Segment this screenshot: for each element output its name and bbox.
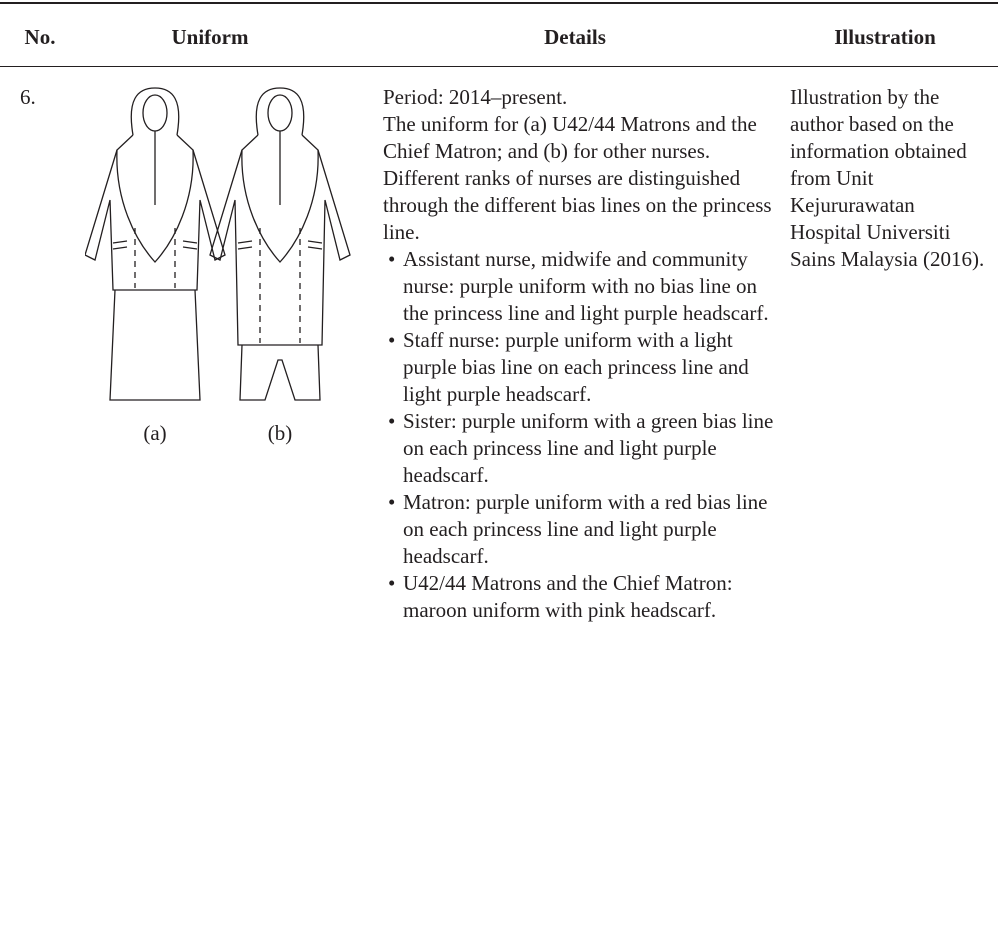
- details-bullet: Matron: purple uniform with a red bias l…: [383, 489, 783, 570]
- label-b: (b): [268, 421, 293, 445]
- header-no: No.: [24, 25, 56, 49]
- header-uniform: Uniform: [171, 25, 249, 49]
- row-number: 6.: [20, 85, 36, 109]
- details-bullet: Assistant nurse, midwife and community n…: [383, 246, 783, 327]
- details-list: Assistant nurse, midwife and community n…: [383, 246, 783, 624]
- header-rule: [0, 66, 998, 67]
- header-details: Details: [544, 25, 606, 49]
- label-a: (a): [143, 421, 166, 445]
- uniform-illustration: (a) (b): [85, 87, 351, 445]
- details-bullet: Staff nurse: purple uniform with a light…: [383, 327, 783, 408]
- details-bullet: U42/44 Matrons and the Chief Matron: mar…: [383, 570, 783, 624]
- illustration-source: Illustration by the author based on the …: [790, 85, 985, 271]
- details-bullet: Sister: purple uniform with a green bias…: [383, 408, 783, 489]
- top-rule: [0, 2, 998, 4]
- details: Period: 2014–present. The uniform for (a…: [383, 84, 783, 624]
- details-period: Period: 2014–present.: [383, 85, 568, 109]
- figure-a: (a): [85, 87, 226, 445]
- figure-b: (b): [209, 87, 351, 445]
- details-intro: The uniform for (a) U42/44 Matrons and t…: [383, 112, 772, 244]
- header-illustration: Illustration: [834, 25, 936, 49]
